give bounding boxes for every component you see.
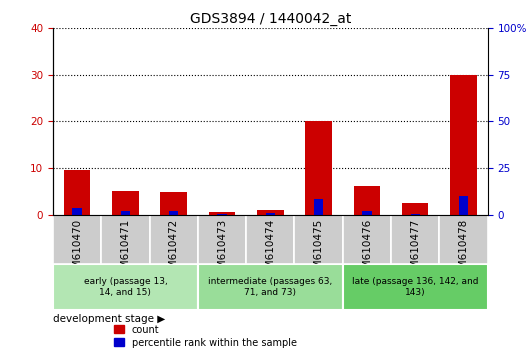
FancyBboxPatch shape — [246, 215, 295, 264]
Text: GSM610477: GSM610477 — [410, 218, 420, 282]
FancyBboxPatch shape — [343, 264, 488, 310]
Title: GDS3894 / 1440042_at: GDS3894 / 1440042_at — [190, 12, 351, 26]
Text: GSM610470: GSM610470 — [72, 218, 82, 282]
Text: GSM610471: GSM610471 — [120, 218, 130, 282]
Bar — [402, 203, 428, 215]
FancyBboxPatch shape — [295, 215, 343, 264]
Bar — [266, 213, 275, 215]
Bar — [217, 213, 227, 215]
Bar — [112, 191, 139, 215]
Bar — [161, 192, 187, 215]
Bar — [354, 185, 380, 215]
Text: early (passage 13,
14, and 15): early (passage 13, 14, and 15) — [84, 277, 167, 297]
Text: GSM610475: GSM610475 — [314, 218, 324, 282]
Bar — [362, 211, 372, 215]
Bar — [411, 213, 420, 215]
Text: GSM610472: GSM610472 — [169, 218, 179, 282]
Text: GSM610476: GSM610476 — [362, 218, 372, 282]
FancyBboxPatch shape — [439, 215, 488, 264]
FancyBboxPatch shape — [343, 215, 391, 264]
Text: development stage ▶: development stage ▶ — [53, 314, 165, 324]
Bar — [209, 212, 235, 215]
Bar — [169, 211, 179, 215]
FancyBboxPatch shape — [53, 264, 198, 310]
Bar — [459, 196, 468, 215]
Bar — [73, 208, 82, 215]
FancyBboxPatch shape — [391, 215, 439, 264]
FancyBboxPatch shape — [101, 215, 149, 264]
Bar — [121, 211, 130, 215]
Bar — [314, 199, 323, 215]
Text: intermediate (passages 63,
71, and 73): intermediate (passages 63, 71, and 73) — [208, 277, 332, 297]
Text: GSM610478: GSM610478 — [458, 218, 469, 282]
Text: late (passage 136, 142, and
143): late (passage 136, 142, and 143) — [352, 277, 479, 297]
FancyBboxPatch shape — [149, 215, 198, 264]
Bar — [450, 75, 477, 215]
Bar — [305, 121, 332, 215]
Text: GSM610474: GSM610474 — [266, 218, 275, 282]
Bar — [257, 210, 284, 215]
FancyBboxPatch shape — [198, 215, 246, 264]
Text: GSM610473: GSM610473 — [217, 218, 227, 282]
FancyBboxPatch shape — [53, 215, 101, 264]
Legend: count, percentile rank within the sample: count, percentile rank within the sample — [114, 325, 297, 348]
Bar — [64, 170, 91, 215]
FancyBboxPatch shape — [198, 264, 343, 310]
